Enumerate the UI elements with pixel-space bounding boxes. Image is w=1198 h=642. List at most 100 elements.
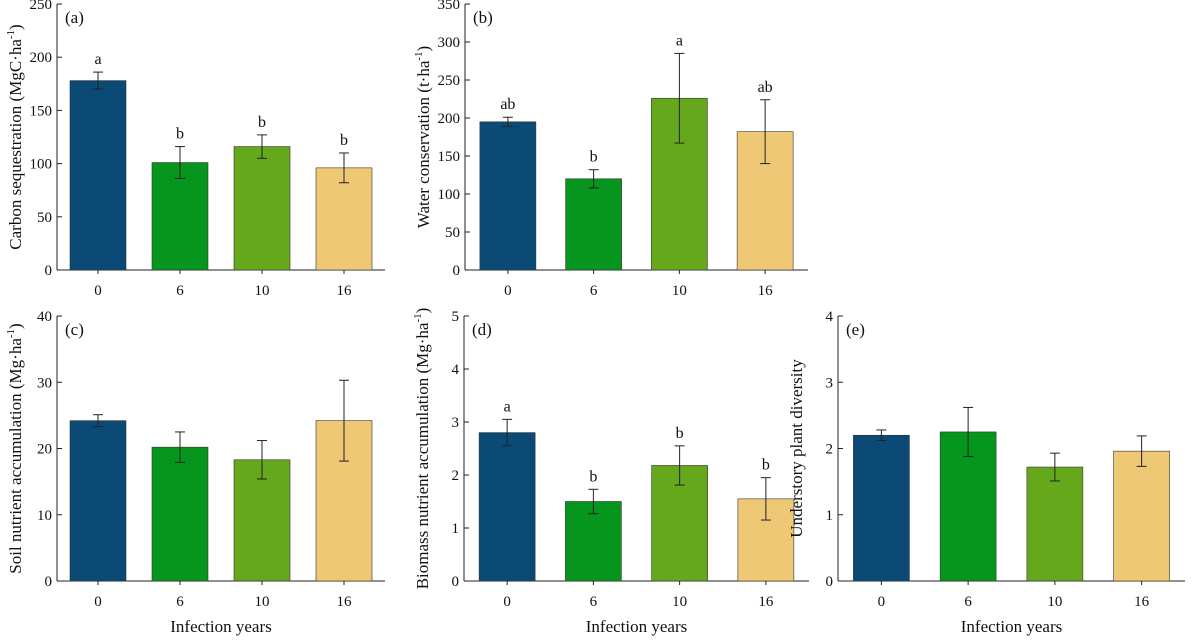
y-tick-label: 5 <box>452 309 460 325</box>
significance-label: a <box>504 398 511 415</box>
y-tick-label: 150 <box>30 103 53 119</box>
x-tick-label: 10 <box>672 594 687 610</box>
x-axis-title: Infection years <box>170 617 271 636</box>
panel-label: (b) <box>473 8 493 27</box>
bar-10 <box>233 146 291 271</box>
bar-6 <box>151 162 209 271</box>
x-tick-label: 16 <box>758 594 774 610</box>
panel-label: (d) <box>472 320 492 339</box>
y-axis-title: Water conservation (t·ha-1) <box>413 46 433 228</box>
x-tick-label: 6 <box>964 594 972 610</box>
y-tick-label: 350 <box>438 0 461 13</box>
y-tick-label: 100 <box>30 157 53 173</box>
bar-10 <box>233 459 291 582</box>
y-axis-title-superscript: -1 <box>413 51 425 60</box>
y-axis-title-suffix: ) <box>6 24 25 30</box>
bar-10 <box>1026 466 1084 582</box>
bar-6 <box>151 446 209 582</box>
y-tick-label: 0 <box>45 574 53 590</box>
x-tick-label: 6 <box>590 283 598 299</box>
significance-label: b <box>676 425 684 442</box>
y-tick-label: 2 <box>452 468 460 484</box>
x-tick-label: 10 <box>255 283 270 299</box>
x-tick-label: 16 <box>1134 594 1150 610</box>
y-tick-label: 250 <box>438 73 461 89</box>
panel-label: (a) <box>65 8 84 27</box>
panel-label: (e) <box>846 320 865 339</box>
y-tick-label: 50 <box>445 225 460 241</box>
y-tick-label: 250 <box>30 0 53 13</box>
chart-panel-2: 0 10 20 30 40 0 6 10 16 (c) Infection years Soil nu… <box>5 309 385 636</box>
significance-label: b <box>258 114 266 131</box>
y-tick-label: 3 <box>452 415 460 431</box>
y-axis-title-suffix: ) <box>414 46 433 52</box>
y-tick-label: 0 <box>826 574 834 590</box>
significance-label: b <box>589 468 597 485</box>
x-tick-label: 0 <box>503 594 511 610</box>
y-axis-title-superscript: -1 <box>5 329 17 338</box>
y-axis-title: Biomass nutrient accumulation (Mg·ha-1) <box>412 308 432 590</box>
y-tick-label: 20 <box>37 442 52 458</box>
y-tick-label: 50 <box>37 210 52 226</box>
y-tick-label: 0 <box>453 263 461 279</box>
x-tick-label: 0 <box>94 594 102 610</box>
y-axis-title-suffix: ) <box>6 323 25 329</box>
significance-label: ab <box>500 96 515 113</box>
x-tick-label: 0 <box>504 283 512 299</box>
x-axis-title: Infection years <box>961 617 1062 636</box>
x-tick-label: 16 <box>337 594 353 610</box>
y-axis-title: Carbon sequestration (MgC·ha-1) <box>5 24 25 249</box>
y-axis-title-main: Water conservation (t·ha <box>414 60 433 228</box>
chart-panel-0: 0 50 100 150 200 250 a 0 b 6 b 10 b 16 (a) Carbon seque… <box>5 0 385 299</box>
x-tick-label: 10 <box>1047 594 1062 610</box>
bar-16 <box>315 167 373 271</box>
y-axis-title-superscript: -1 <box>412 313 424 322</box>
significance-label: b <box>340 132 348 149</box>
x-tick-label: 6 <box>590 594 598 610</box>
y-axis-title: Soil nutrient accumulation (Mg·ha-1) <box>5 323 25 573</box>
y-axis-title-main: Soil nutrient accumulation (Mg·ha <box>6 338 25 574</box>
y-tick-label: 1 <box>826 508 834 524</box>
y-axis-title-superscript: -1 <box>5 30 17 39</box>
y-tick-label: 10 <box>37 508 52 524</box>
bar-16 <box>1113 450 1170 582</box>
panel-label: (c) <box>65 320 84 339</box>
x-tick-label: 10 <box>672 283 687 299</box>
x-tick-label: 6 <box>176 283 184 299</box>
y-tick-label: 2 <box>826 442 834 458</box>
x-tick-label: 10 <box>255 594 270 610</box>
bar-0 <box>853 434 910 582</box>
x-tick-label: 0 <box>94 283 102 299</box>
y-tick-label: 40 <box>37 309 52 325</box>
y-axis-title-main: Understory plant diversity <box>787 359 806 538</box>
y-axis-title-suffix: ) <box>413 308 432 314</box>
y-tick-label: 150 <box>438 149 461 165</box>
y-tick-label: 300 <box>438 35 461 51</box>
significance-label: b <box>590 149 598 166</box>
y-axis-title-main: Carbon sequestration (MgC·ha <box>6 39 25 250</box>
significance-label: a <box>676 32 683 49</box>
x-axis-title: Infection years <box>586 617 687 636</box>
y-tick-label: 200 <box>438 111 461 127</box>
y-tick-label: 100 <box>438 187 461 203</box>
bar-6 <box>565 178 622 271</box>
bar-0 <box>69 80 127 271</box>
y-tick-label: 4 <box>826 309 834 325</box>
y-tick-label: 1 <box>452 521 460 537</box>
chart-panel-4: 0 1 2 3 4 0 6 10 16 (e) Infection years Understory … <box>787 309 1185 636</box>
y-tick-label: 3 <box>826 375 834 391</box>
x-tick-label: 0 <box>878 594 886 610</box>
x-tick-label: 6 <box>176 594 184 610</box>
significance-label: a <box>94 51 101 68</box>
significance-label: b <box>762 457 770 474</box>
y-tick-label: 4 <box>452 362 460 378</box>
x-tick-label: 16 <box>758 283 774 299</box>
y-tick-label: 200 <box>30 50 53 66</box>
x-tick-label: 16 <box>337 283 353 299</box>
bar-6 <box>565 501 622 582</box>
y-axis-title: Understory plant diversity <box>787 359 806 538</box>
significance-label: ab <box>758 79 773 96</box>
bar-0 <box>479 121 537 271</box>
